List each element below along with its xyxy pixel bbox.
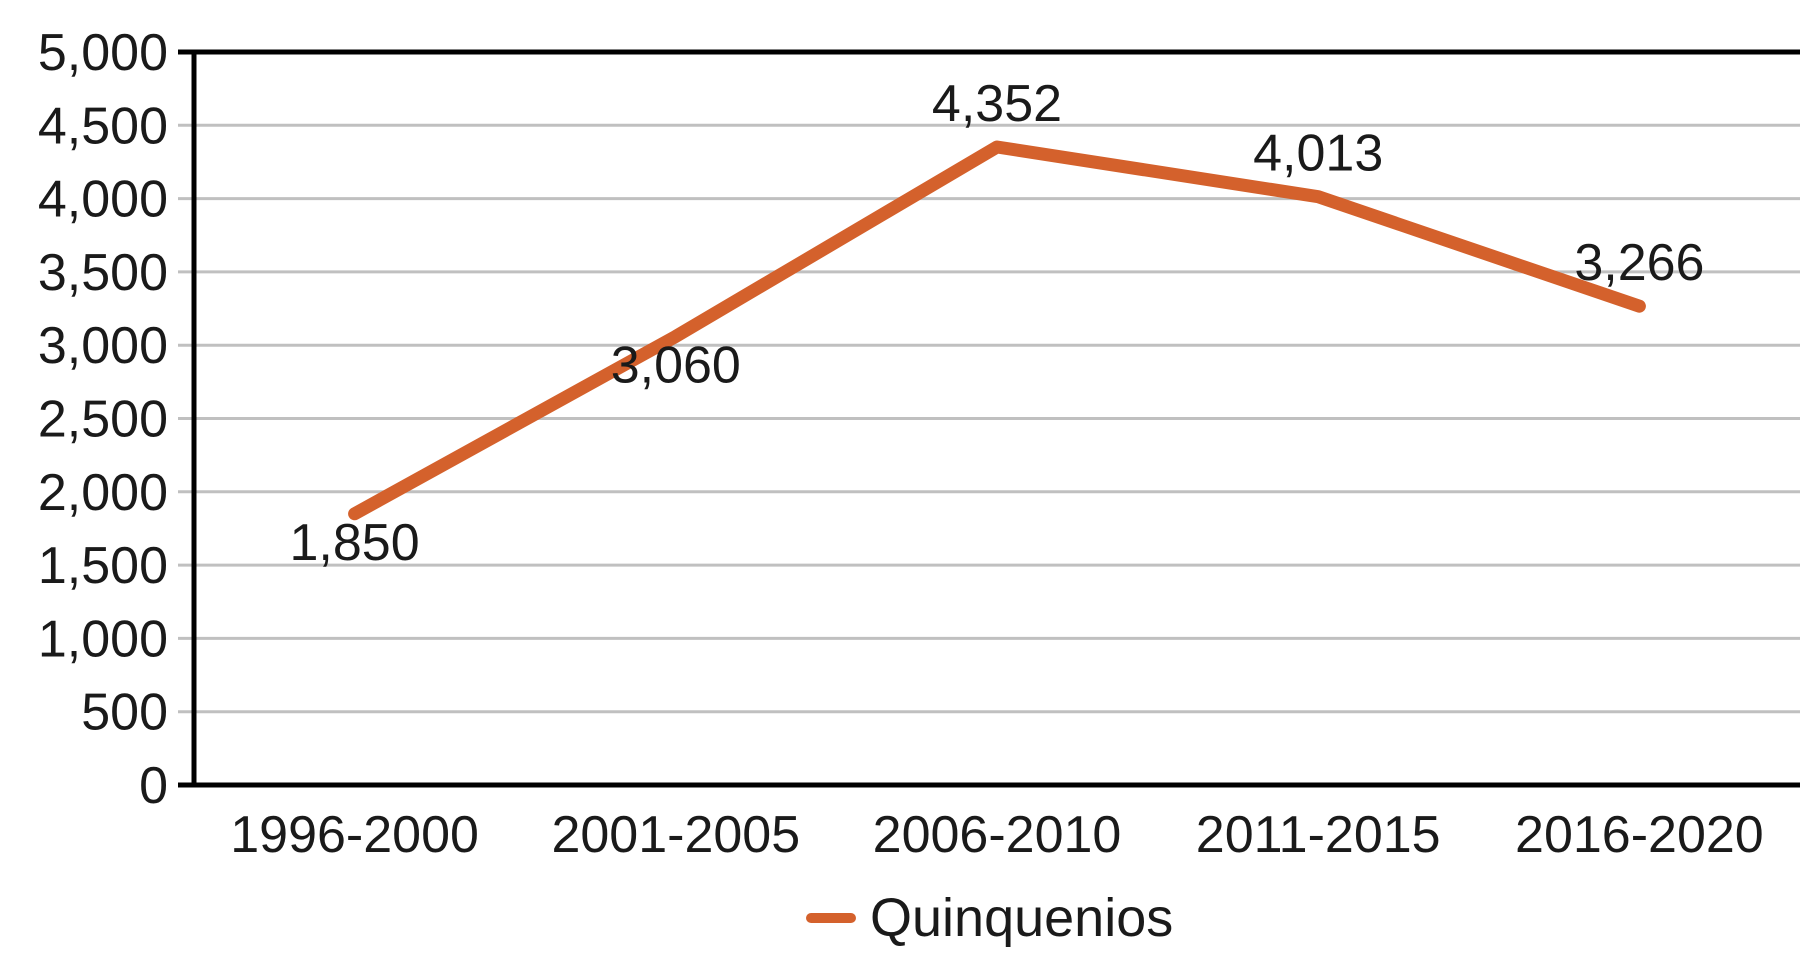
x-axis-category-label: 2016-2020 [1515,806,1764,864]
y-axis-tick-label: 1,000 [38,610,168,668]
y-axis-tick-label: 4,000 [38,171,168,229]
y-axis-tick-label: 2,500 [38,391,168,449]
legend: Quinquenios [806,886,1173,950]
x-axis-category-label: 2001-2005 [551,806,800,864]
data-point-label: 4,352 [932,75,1062,133]
x-axis-category-label: 2011-2015 [1196,806,1441,864]
x-axis-category-label: 2006-2010 [873,806,1122,864]
y-axis-tick-label: 2,000 [38,464,168,522]
legend-line-swatch-icon [806,913,856,923]
data-point-label: 1,850 [290,514,420,572]
data-point-label: 3,060 [611,336,741,394]
y-axis-tick-label: 1,500 [38,537,168,595]
y-axis-tick-label: 3,000 [38,317,168,375]
x-axis-category-label: 1996-2000 [230,806,479,864]
y-axis-tick-label: 3,500 [38,244,168,302]
y-axis-tick-label: 4,500 [38,97,168,155]
data-point-label: 3,266 [1574,234,1704,292]
data-point-label: 4,013 [1253,125,1383,183]
y-axis-tick-label: 5,000 [38,24,168,82]
y-axis-tick-label: 0 [139,757,168,815]
legend-label: Quinquenios [870,888,1174,948]
series-line [348,140,1646,521]
y-axis-tick-label: 500 [81,684,168,742]
